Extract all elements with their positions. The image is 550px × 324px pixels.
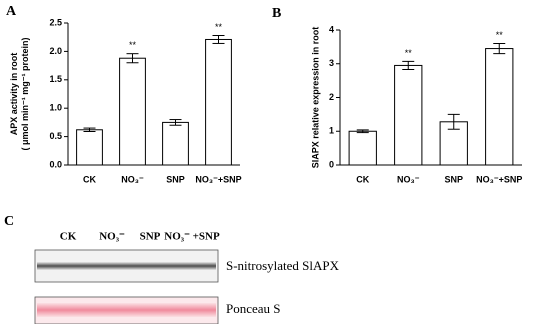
y-tick-label: 1.0 xyxy=(49,103,62,113)
lane-label: NO₃⁻ xyxy=(99,231,125,243)
y-axis-label: APX activity in root xyxy=(9,53,19,136)
y-tick-label: 4 xyxy=(329,24,334,34)
significance: ** xyxy=(129,40,137,50)
bar xyxy=(162,121,189,166)
panel-label: C xyxy=(4,214,14,229)
error-bar xyxy=(402,60,415,70)
error-bar xyxy=(169,119,182,126)
x-tick-label: NO₃⁻+SNP xyxy=(195,174,241,184)
y-tick-label: 2.0 xyxy=(49,46,62,56)
y-tick-label: 0.0 xyxy=(49,159,62,169)
y-tick-label: 2 xyxy=(329,92,334,102)
x-tick-label: SNP xyxy=(166,174,185,184)
band-label: S-nitrosylated SlAPX xyxy=(226,258,340,273)
blot-band xyxy=(37,262,216,270)
y-tick-label: 0 xyxy=(329,159,334,169)
bar xyxy=(348,130,377,166)
y-axis-label: SlAPX relative expression in root xyxy=(310,27,320,169)
bar xyxy=(76,129,103,166)
error-bar xyxy=(212,34,225,44)
lane-label: CK xyxy=(60,231,77,243)
bar xyxy=(394,64,423,166)
y-tick-label: 1.5 xyxy=(49,74,62,84)
significance: ** xyxy=(405,48,413,58)
significance: ** xyxy=(496,30,504,40)
x-tick-label: CK xyxy=(356,174,369,184)
y-axis-label: ( μmol min⁻¹ mg⁻¹ protein) xyxy=(20,38,30,151)
significance: ** xyxy=(215,22,223,32)
bar xyxy=(485,48,514,166)
y-tick-label: 2.5 xyxy=(49,17,62,27)
error-bar xyxy=(493,43,506,55)
error-bar xyxy=(447,113,460,130)
band-label: Ponceau S xyxy=(226,301,281,316)
lane-label: NO₃⁻ +SNP xyxy=(164,231,220,243)
bar xyxy=(205,38,232,166)
panel-label: B xyxy=(272,6,281,21)
error-bar xyxy=(83,127,96,132)
x-tick-label: NO₃⁻ xyxy=(121,174,144,184)
y-tick-label: 1 xyxy=(329,126,334,136)
y-tick-label: 3 xyxy=(329,58,334,68)
x-tick-label: SNP xyxy=(444,174,463,184)
lane-label: SNP xyxy=(140,231,161,243)
error-bar xyxy=(126,53,139,64)
x-tick-label: NO₃⁻+SNP xyxy=(476,174,522,184)
error-bar xyxy=(356,129,369,134)
y-tick-label: 0.5 xyxy=(49,131,62,141)
x-tick-label: NO₃⁻ xyxy=(397,174,420,184)
bar xyxy=(119,57,146,166)
panel-label: A xyxy=(6,4,17,19)
x-tick-label: CK xyxy=(83,174,96,184)
ponceau-band xyxy=(37,303,216,317)
